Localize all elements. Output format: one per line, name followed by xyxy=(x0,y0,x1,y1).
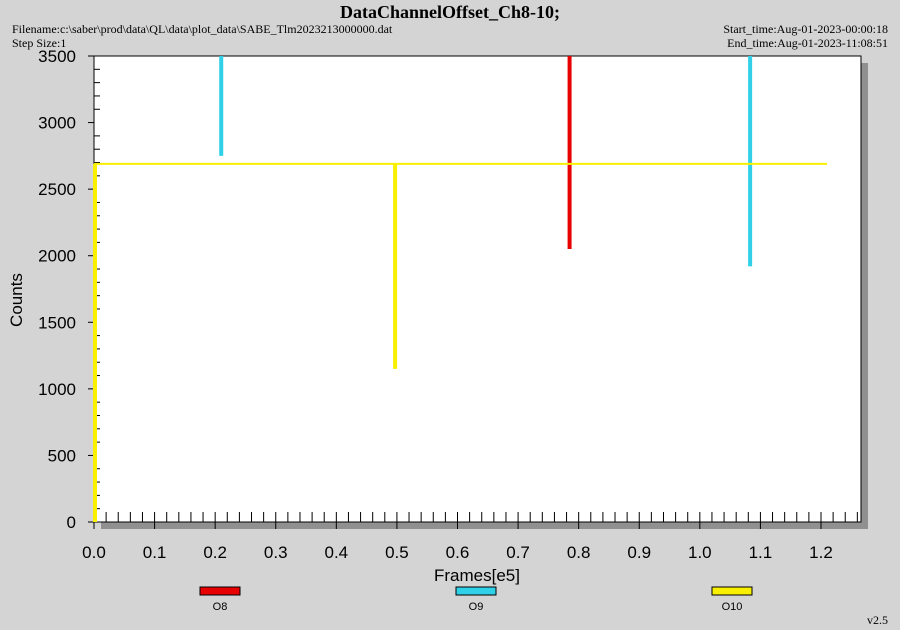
x-tick-label: 1.1 xyxy=(749,543,773,562)
x-tick-label: 0.8 xyxy=(567,543,591,562)
legend-swatch-o8 xyxy=(199,586,241,596)
step-size-label: Step Size:1 xyxy=(12,36,67,50)
legend-swatch-o10 xyxy=(711,586,753,596)
legend: O8 O9 O10 xyxy=(199,586,753,613)
filename-label: Filename:c:\saber\prod\data\QL\data\plot… xyxy=(12,22,393,36)
x-tick-label: 1.0 xyxy=(688,543,712,562)
x-tick-label: 0.6 xyxy=(446,543,470,562)
series-o10 xyxy=(93,162,828,522)
y-tick-label: 3000 xyxy=(38,114,76,133)
y-tick-label: 1000 xyxy=(38,380,76,399)
legend-label-o10: O10 xyxy=(722,601,743,613)
series-lines xyxy=(93,56,828,522)
end-time-label: End_time:Aug-01-2023-11:08:51 xyxy=(727,36,888,50)
y-axis-label: Counts xyxy=(7,273,26,327)
plot-background xyxy=(93,55,862,523)
y-tick-label: 1500 xyxy=(38,313,76,332)
version-label: v2.5 xyxy=(867,613,888,627)
y-tick-label: 2000 xyxy=(38,247,76,266)
x-tick-label: 1.2 xyxy=(809,543,833,562)
y-tick-label: 2500 xyxy=(38,180,76,199)
y-tick-label: 0 xyxy=(67,513,76,532)
chart-title: DataChannelOffset_Ch8-10; xyxy=(340,2,560,22)
y-tick-label: 500 xyxy=(48,446,76,465)
legend-label-o8: O8 xyxy=(213,601,228,613)
x-tick-label: 0.3 xyxy=(264,543,288,562)
legend-swatch-o9 xyxy=(455,586,497,596)
x-axis-label: Frames[e5] xyxy=(434,566,520,585)
x-tick-label: 0.4 xyxy=(325,543,349,562)
x-tick-label: 0.2 xyxy=(203,543,227,562)
series-o9 xyxy=(219,56,753,267)
x-tick-label: 0.0 xyxy=(82,543,106,562)
legend-label-o9: O9 xyxy=(469,601,484,613)
y-tick-label: 3500 xyxy=(38,47,76,66)
tick-labels: 0 500 1000 1500 2000 2500 3000 3500 0.0 0.1 0.2 0.3… xyxy=(38,47,833,562)
x-tick-label: 0.5 xyxy=(385,543,409,562)
start-time-label: Start_time:Aug-01-2023-00:00:18 xyxy=(723,22,888,36)
x-tick-label: 0.7 xyxy=(506,543,530,562)
x-tick-label: 0.9 xyxy=(627,543,651,562)
x-tick-label: 0.1 xyxy=(143,543,167,562)
